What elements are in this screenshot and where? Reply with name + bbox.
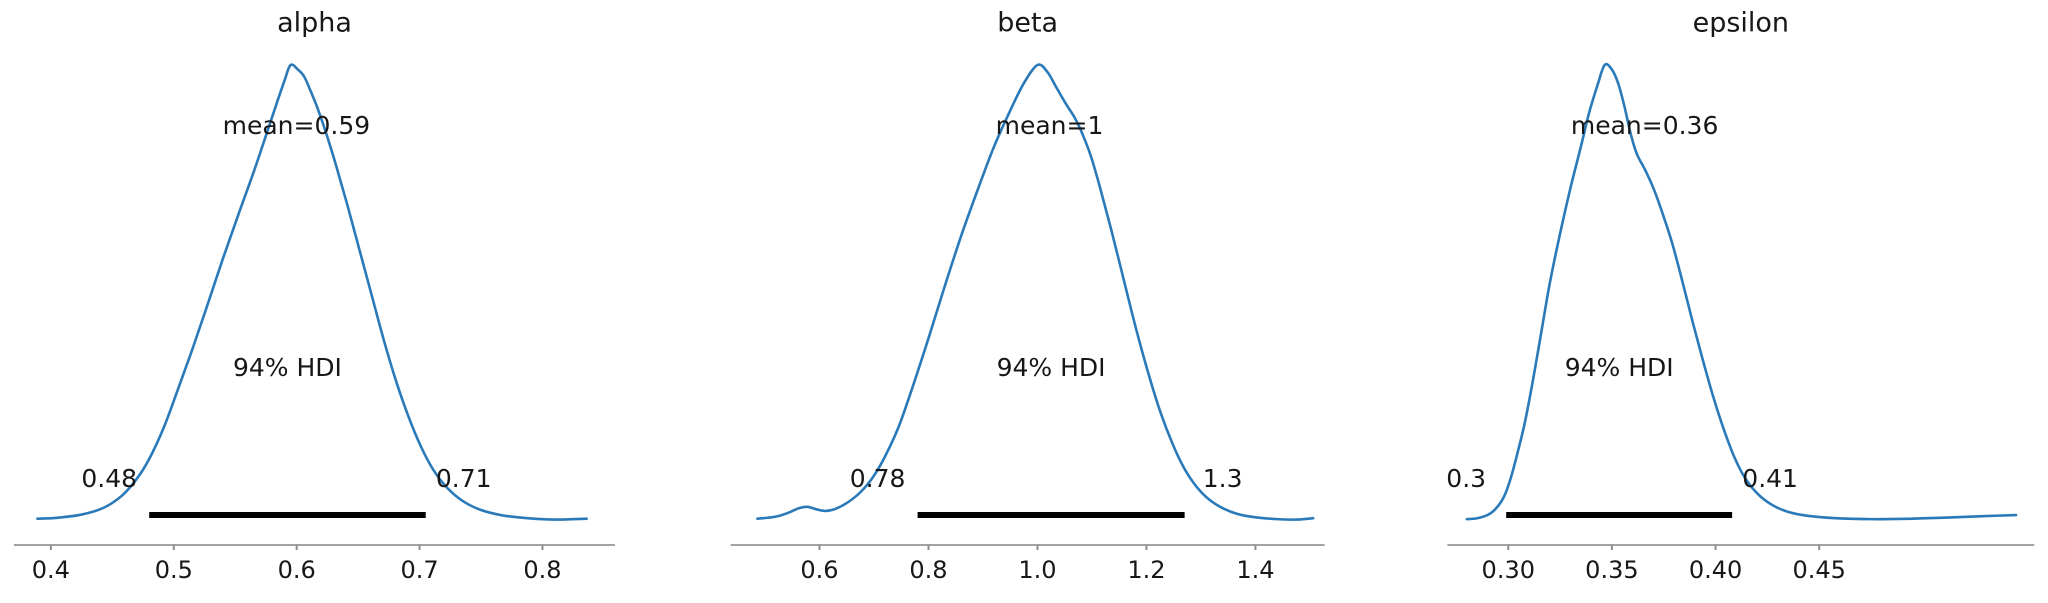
- panel-title: alpha: [277, 8, 352, 39]
- x-axis-tick-label: 0.40: [1689, 556, 1742, 584]
- hdi-bar: [917, 512, 1185, 518]
- hdi-lower-label: 0.78: [850, 464, 906, 493]
- x-axis-tick-label: 0.8: [523, 556, 561, 584]
- mean-label: mean=1: [996, 111, 1104, 140]
- hdi-bar: [1506, 512, 1733, 518]
- panel-alpha: 0.4 0.5 0.6 0.7 0.8 alpha mean=0.59 94% HDI 0.48…: [14, 8, 615, 584]
- panel-title: epsilon: [1693, 8, 1789, 39]
- x-axis-tick-label: 0.6: [278, 556, 316, 584]
- x-axis-tick-label: 0.6: [800, 556, 838, 584]
- x-axis-tick-label: 0.35: [1585, 556, 1638, 584]
- x-axis-tick-label: 0.7: [400, 556, 438, 584]
- hdi-upper-label: 0.71: [436, 464, 492, 493]
- x-axis-tick-label: 0.30: [1482, 556, 1535, 584]
- x-axis-tick-label: 1.0: [1018, 556, 1056, 584]
- hdi-interval-label: 94% HDI: [997, 353, 1106, 382]
- hdi-interval-label: 94% HDI: [1565, 353, 1674, 382]
- hdi-lower-label: 0.3: [1446, 464, 1486, 493]
- panel-epsilon: 0.30 0.35 0.40 0.45 epsilon mean=0.36 94% HDI 0…: [1446, 8, 2035, 584]
- kde-curve: [36, 63, 589, 521]
- kde-curve: [1465, 62, 2018, 521]
- mean-label: mean=0.59: [223, 111, 371, 140]
- hdi-upper-label: 0.41: [1742, 464, 1798, 493]
- mean-label: mean=0.36: [1571, 111, 1719, 140]
- x-axis-tick-label: 0.8: [909, 556, 947, 584]
- panel-beta: 0.6 0.8 1.0 1.2 1.4 beta mean=1 94% HDI 0.78 1.3: [730, 8, 1325, 584]
- x-axis-tick-label: 1.2: [1127, 556, 1165, 584]
- hdi-interval-label: 94% HDI: [233, 353, 342, 382]
- hdi-upper-label: 1.3: [1203, 464, 1243, 493]
- hdi-bar: [149, 512, 426, 518]
- x-axis-tick-label: 0.5: [155, 556, 193, 584]
- x-axis-tick-label: 1.4: [1236, 556, 1274, 584]
- panel-title: beta: [997, 8, 1058, 39]
- hdi-lower-label: 0.48: [81, 464, 137, 493]
- x-axis-tick-label: 0.45: [1792, 556, 1845, 584]
- kde-curve: [756, 63, 1315, 521]
- x-axis-tick-label: 0.4: [32, 556, 70, 584]
